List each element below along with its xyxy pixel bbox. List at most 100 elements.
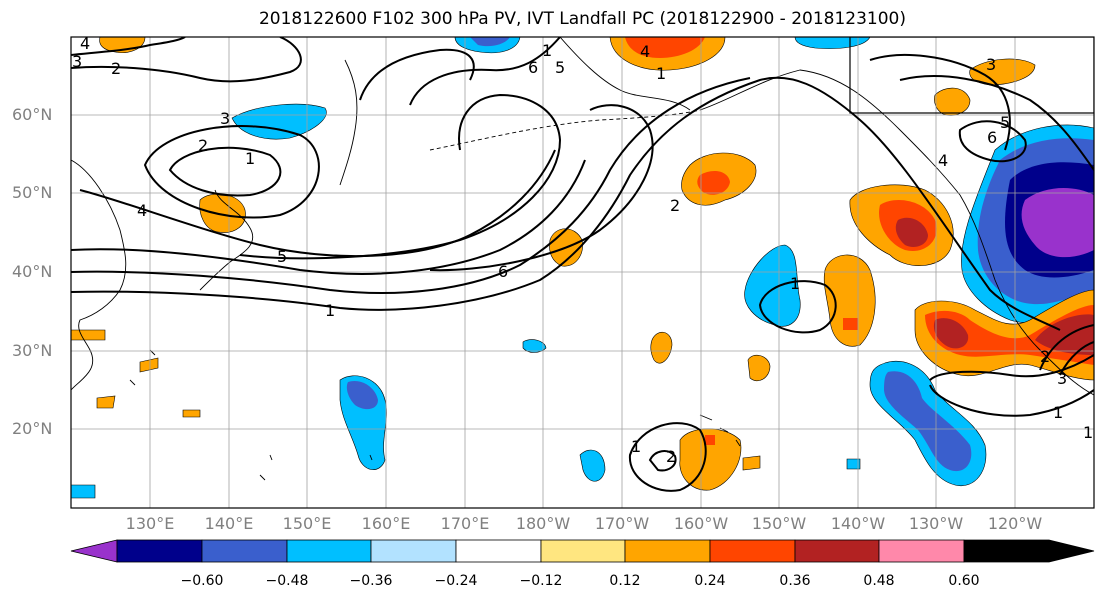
lon-label: 140°W: [830, 514, 886, 533]
neg-anomaly-east-pacific-max: [1021, 188, 1094, 258]
lon-label: 160°W: [673, 514, 729, 533]
contour-label: 1: [656, 64, 666, 83]
neg-anomaly-tiny-b: [846, 458, 861, 470]
coastlines: [71, 37, 1094, 481]
coastline-bering: [559, 37, 691, 111]
contour-label: 4: [640, 42, 650, 61]
pv-contour-cutoff-hawaii-inner: [648, 450, 677, 472]
pv-contour-bering-arc: [359, 48, 475, 101]
lon-label: 130°W: [908, 514, 964, 533]
contour-label: 2: [198, 136, 208, 155]
coastline-north-america: [959, 194, 1094, 396]
lat-label: 50°N: [12, 183, 53, 202]
pv-contour-6-ridge: [429, 104, 654, 272]
contour-label: 1: [325, 301, 335, 320]
contour-label: 1: [631, 437, 641, 456]
neg-anomaly-hawaii-east-core: [884, 371, 972, 472]
colorbar-tick-label: −0.48: [265, 573, 309, 589]
map-frame: [70, 36, 1095, 509]
colorbar-segment: [794, 539, 880, 563]
colorbar-tick-label: 0.60: [948, 573, 980, 589]
lon-label: 180°W: [515, 514, 571, 533]
pv-contour-cutoff-hawaii: [628, 422, 707, 492]
contour-label: 2: [111, 59, 121, 78]
colorbar-segment: [201, 539, 288, 563]
pos-anomaly-hawaii-core: [705, 435, 715, 445]
pos-anomaly-asia-small-c: [96, 395, 116, 409]
contour-label: 3: [986, 55, 996, 74]
contour-label: 4: [137, 201, 147, 220]
coastline-kamchatka: [339, 59, 358, 186]
contour-label: 1: [245, 149, 255, 168]
colorbar-segment: [116, 539, 203, 563]
pos-anomaly-subtropical-b: [747, 354, 771, 382]
contour-label: 3: [1057, 369, 1067, 388]
coastline-asia: [71, 159, 127, 391]
neg-anomaly-okhotsk: [231, 103, 327, 140]
colorbar-tick-label: 0.48: [863, 573, 895, 589]
contour-label: 1: [790, 274, 800, 293]
contour-label: 6: [498, 262, 508, 281]
pv-contour-trough-east-2: [899, 75, 1094, 171]
coastline-japan: [199, 189, 253, 291]
lon-label: 160°E: [361, 514, 411, 533]
colorbar: [70, 539, 1095, 563]
map-title: 2018122600 F102 300 hPa PV, IVT Landfall…: [258, 9, 906, 29]
region-box: [849, 37, 1094, 114]
positive-shading: [71, 37, 1094, 491]
colorbar-segment: [878, 539, 965, 563]
lat-label: 60°N: [12, 105, 53, 124]
contour-label: 2: [666, 447, 676, 466]
lat-label: 20°N: [12, 419, 53, 438]
neg-anomaly-midpacific: [744, 244, 801, 327]
pv-contour-bering-arc-2: [409, 37, 561, 106]
pv-contour-southwest-low: [929, 354, 1094, 381]
contour-label: 1: [1053, 403, 1063, 422]
colorbar-tick-label: −0.60: [180, 573, 224, 589]
neg-anomaly-subtropics-small: [579, 449, 606, 482]
contour-label: 5: [555, 58, 565, 77]
colorbar-tick-label: 0.36: [779, 573, 811, 589]
coastline-pacific-islands: [129, 349, 373, 481]
pv-contour-jet-1: [71, 76, 1061, 331]
contour-label: 6: [528, 58, 538, 77]
colorbar-tick-label: −0.36: [349, 573, 393, 589]
pv-contour-low-asia: [168, 146, 282, 197]
lat-label: 40°N: [12, 262, 53, 281]
neg-anomaly-west-subtropics-core: [346, 380, 378, 410]
pv-contour-southwest-low-2: [929, 384, 1094, 417]
colorbar-min-arrow: [70, 539, 118, 563]
colorbar-segment: [624, 539, 711, 563]
pos-anomaly-asia-small-d: [182, 409, 201, 418]
neg-anomaly-coast-north: [71, 484, 96, 499]
neg-anomaly-bering-north: [794, 37, 871, 49]
lon-label: 140°E: [204, 514, 254, 533]
colorbar-segment: [709, 539, 796, 563]
colorbar-segment: [286, 539, 372, 563]
pos-anomaly-asia-small-b: [139, 357, 159, 373]
lon-label: 150°E: [282, 514, 332, 533]
lon-label: 130°E: [125, 514, 175, 533]
contour-label: 2: [670, 196, 680, 215]
neg-anomaly-arctic-north-core: [470, 37, 510, 47]
colorbar-tick-label: 0.24: [694, 573, 726, 589]
pv-contour-trough-east: [869, 54, 1011, 151]
negative-shading: [71, 37, 1094, 499]
contour-label: 2: [1040, 347, 1050, 366]
pos-anomaly-subtropical-a: [650, 332, 673, 364]
lon-label: 170°W: [594, 514, 650, 533]
pos-anomaly-bering-north-core: [625, 37, 705, 58]
pv-contour-cutoff-central: [758, 280, 837, 334]
pv-contours: [71, 37, 1094, 492]
contour-label: 6: [987, 128, 997, 147]
contour-label: 3: [220, 109, 230, 128]
colorbar-tick-label: −0.12: [519, 573, 563, 589]
pos-anomaly-hawaii-small: [742, 455, 761, 471]
contour-label-group: 4 3 2 3 2 1 4 5 1 1 6 5 4 1 6 2 3 6 5 4 …: [72, 37, 1093, 466]
contour-label: 5: [277, 247, 287, 266]
contour-label: 5: [1000, 113, 1010, 132]
colorbar-tick-label: −0.24: [434, 573, 478, 589]
contour-label: 1: [542, 41, 552, 60]
pos-anomaly-west-coast-max: [933, 314, 1094, 355]
